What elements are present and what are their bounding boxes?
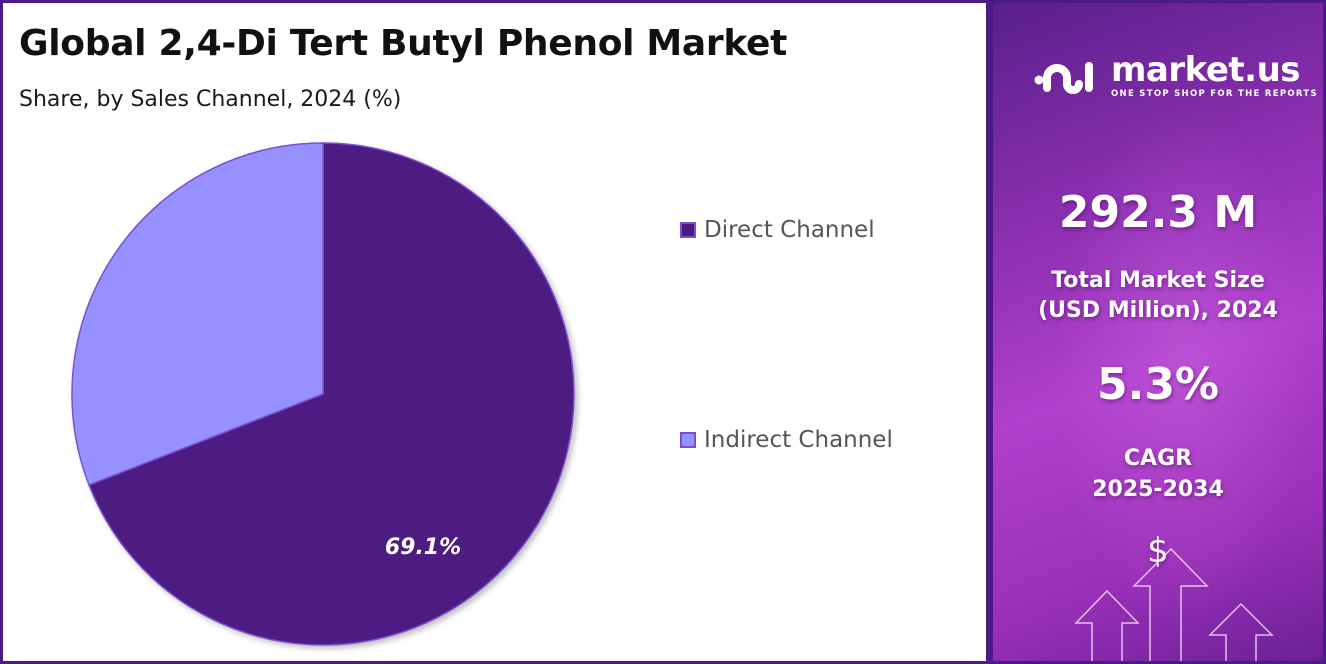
dollar-symbol-icon: $ [1147, 531, 1169, 571]
legend-item-indirect-channel[interactable]: Indirect Channel [680, 427, 893, 453]
pie-slice-indirect-channel[interactable] [71, 142, 324, 486]
legend-swatch-direct-icon [680, 222, 696, 238]
brand-tagline: ONE STOP SHOP FOR THE REPORTS [1111, 89, 1318, 99]
legend-label-indirect: Indirect Channel [704, 427, 893, 453]
growth-arrows-icon [1074, 547, 1274, 661]
brand-logo[interactable]: market.us ONE STOP SHOP FOR THE REPORTS [1033, 53, 1318, 99]
market-size-label-line1: Total Market Size [1051, 268, 1265, 293]
brand-name: market.us [1111, 50, 1301, 90]
pie-chart: 69.1% [71, 142, 575, 646]
background-glow [1053, 103, 1313, 623]
pie-data-label-direct: 69.1% [385, 535, 461, 560]
pie-slice-direct-channel[interactable] [88, 142, 575, 646]
market-size-label-line2: (USD Million), 2024 [1038, 298, 1278, 323]
chart-subtitle: Share, by Sales Channel, 2024 (%) [19, 87, 402, 112]
cagr-label: CAGR [1123, 446, 1193, 471]
summary-sidebar: market.us ONE STOP SHOP FOR THE REPORTS … [993, 3, 1323, 661]
chart-title: Global 2,4-Di Tert Butyl Phenol Market [19, 23, 788, 64]
legend-item-direct-channel[interactable]: Direct Channel [680, 217, 875, 243]
market-size-value: 292.3 M [1058, 187, 1258, 238]
legend-label-direct: Direct Channel [704, 217, 875, 243]
cagr-value: 5.3% [1096, 359, 1220, 410]
market-us-logo-icon [1034, 62, 1093, 94]
chart-panel: Global 2,4-Di Tert Butyl Phenol Market S… [3, 3, 986, 661]
cagr-period: 2025-2034 [1092, 477, 1224, 502]
legend-swatch-indirect-icon [680, 432, 696, 448]
